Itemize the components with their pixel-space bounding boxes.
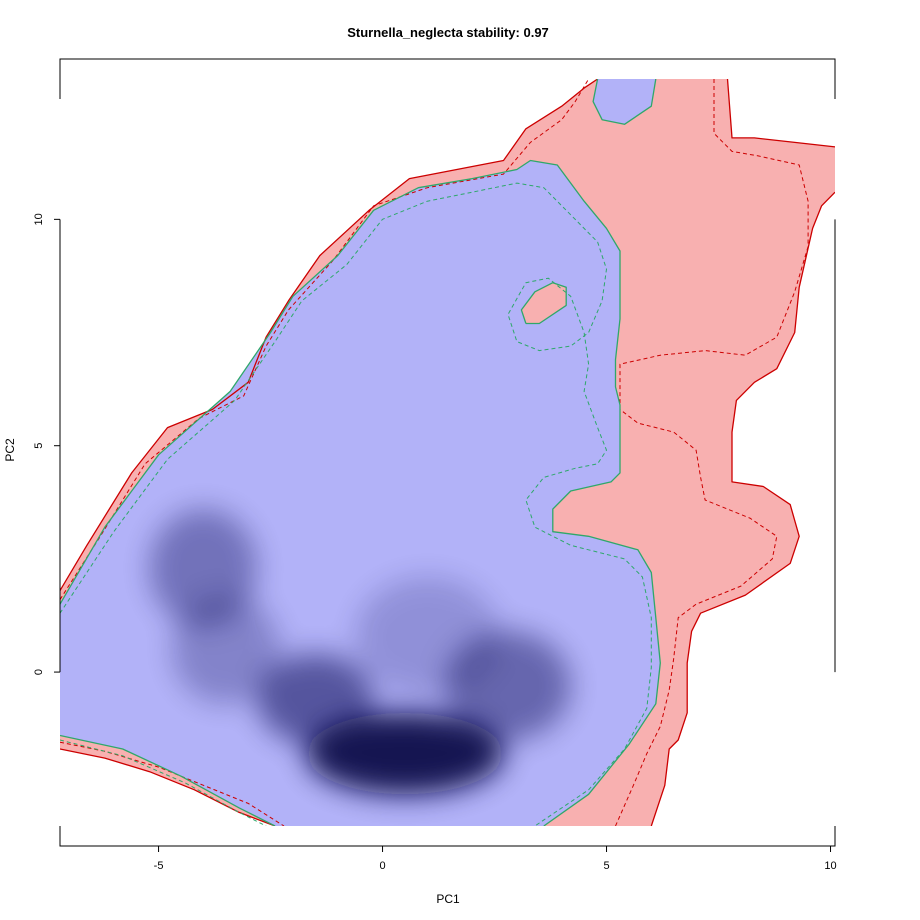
frame-bottom: [59, 826, 836, 847]
plot-area: [60, 79, 835, 826]
contour-line-2: [650, 191, 835, 826]
y-tick-label: 0: [33, 669, 45, 675]
x-tick-label: 10: [824, 860, 836, 872]
x-axis: -5 0 5 10: [154, 846, 837, 872]
contour-line-10: [520, 282, 567, 325]
contour-line-12: [60, 739, 267, 826]
y-axis: 0 5 10: [33, 213, 61, 675]
contour-line-0: [60, 79, 598, 591]
contour-line-3: [60, 748, 276, 826]
density-peak-0: [306, 712, 504, 795]
region-3: [521, 282, 567, 324]
contour-line-7: [60, 159, 661, 826]
y-tick-label: 10: [33, 213, 45, 225]
y-axis-label: PC2: [3, 438, 17, 462]
chart-title: Sturnella_neglecta stability: 0.97: [347, 25, 549, 40]
density-peak-5: [355, 577, 500, 695]
density-peak-4: [171, 595, 280, 704]
contour-line-1: [726, 79, 835, 148]
x-tick-label: 0: [379, 860, 385, 872]
contour-line-5: [615, 79, 809, 826]
plot-frame: [59, 58, 836, 847]
contour-layer: [60, 79, 835, 826]
frame-top: [59, 58, 836, 99]
x-tick-label: 5: [603, 860, 609, 872]
density-layer: [149, 509, 571, 795]
y-tick-label: 5: [33, 443, 45, 449]
contour-line-11: [60, 182, 652, 826]
x-tick-label: -5: [154, 860, 164, 872]
contour-line-9: [592, 79, 657, 125]
contour-line-8: [60, 734, 276, 826]
density-peak-1: [257, 653, 374, 745]
x-axis-label: PC1: [436, 892, 460, 906]
regions-layer: [60, 79, 835, 826]
